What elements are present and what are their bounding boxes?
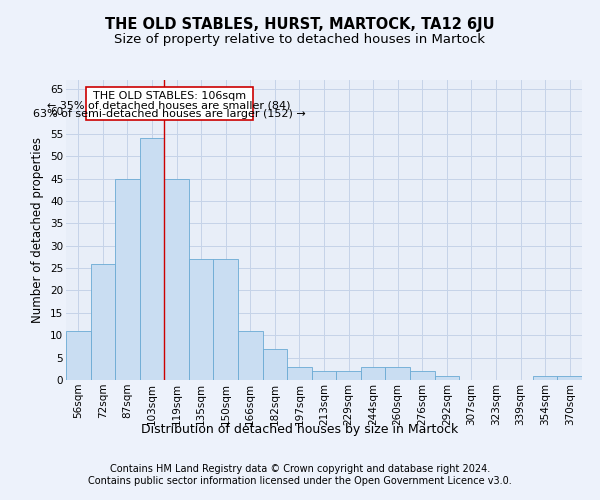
Text: ← 35% of detached houses are smaller (84): ← 35% of detached houses are smaller (84… xyxy=(47,100,291,110)
Bar xyxy=(66,330,91,380)
Text: Contains HM Land Registry data © Crown copyright and database right 2024.: Contains HM Land Registry data © Crown c… xyxy=(110,464,490,474)
Bar xyxy=(557,376,582,380)
Bar xyxy=(91,264,115,380)
Bar xyxy=(214,259,238,380)
Bar xyxy=(533,376,557,380)
Bar xyxy=(336,371,361,380)
FancyBboxPatch shape xyxy=(86,86,253,120)
Bar xyxy=(263,348,287,380)
Bar xyxy=(189,259,214,380)
Bar xyxy=(410,371,434,380)
Bar xyxy=(361,366,385,380)
Bar xyxy=(164,178,189,380)
Bar xyxy=(115,178,140,380)
Y-axis label: Number of detached properties: Number of detached properties xyxy=(31,137,44,323)
Bar xyxy=(385,366,410,380)
Text: Size of property relative to detached houses in Martock: Size of property relative to detached ho… xyxy=(115,32,485,46)
Text: THE OLD STABLES: 106sqm: THE OLD STABLES: 106sqm xyxy=(92,91,246,101)
Bar xyxy=(287,366,312,380)
Bar xyxy=(312,371,336,380)
Text: Contains public sector information licensed under the Open Government Licence v3: Contains public sector information licen… xyxy=(88,476,512,486)
Text: Distribution of detached houses by size in Martock: Distribution of detached houses by size … xyxy=(142,422,458,436)
Bar xyxy=(434,376,459,380)
Bar xyxy=(140,138,164,380)
Text: THE OLD STABLES, HURST, MARTOCK, TA12 6JU: THE OLD STABLES, HURST, MARTOCK, TA12 6J… xyxy=(105,18,495,32)
Text: 63% of semi-detached houses are larger (152) →: 63% of semi-detached houses are larger (… xyxy=(33,110,305,120)
Bar xyxy=(238,330,263,380)
